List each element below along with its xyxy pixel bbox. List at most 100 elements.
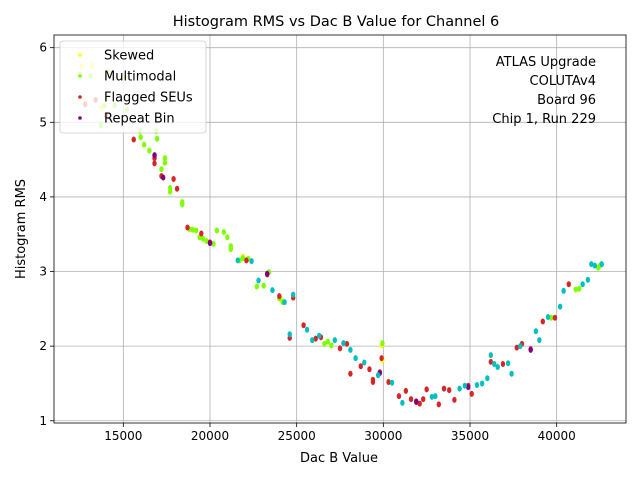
data-point (375, 372, 381, 379)
data-point (505, 360, 511, 367)
legend-label: Flagged SEUs (104, 91, 193, 106)
data-point (386, 378, 391, 385)
data-point (580, 281, 585, 288)
data-point (533, 328, 539, 335)
data-point (332, 337, 337, 344)
data-point (254, 283, 259, 290)
data-point (577, 285, 582, 292)
annotation-line: COLUTAv4 (530, 74, 596, 89)
data-point (282, 299, 287, 306)
data-point (337, 345, 343, 352)
data-point (479, 380, 485, 387)
data-point (185, 224, 190, 231)
y-tick-label: 5 (39, 115, 47, 129)
data-point (540, 318, 545, 325)
y-tick-label: 6 (39, 41, 47, 55)
data-point (557, 303, 563, 310)
data-point (152, 160, 157, 167)
data-point (235, 257, 240, 264)
data-point (313, 335, 318, 342)
x-tick-label: 40000 (538, 429, 576, 443)
y-tick-label: 1 (39, 414, 47, 428)
data-point (240, 255, 246, 262)
x-axis-label: Dac B Value (300, 451, 378, 466)
data-point (193, 227, 199, 234)
data-point (291, 291, 296, 298)
legend-marker (78, 95, 82, 99)
data-point (379, 355, 384, 362)
legend-label: Skewed (104, 49, 154, 64)
x-tick-label: 20000 (191, 429, 229, 443)
data-point (585, 276, 591, 283)
y-tick-label: 2 (39, 339, 47, 353)
legend-marker (78, 74, 82, 78)
data-point (341, 340, 346, 347)
data-point (261, 282, 266, 289)
data-point (528, 346, 533, 353)
data-point (549, 314, 554, 321)
data-point (362, 359, 367, 366)
data-point (147, 147, 152, 154)
data-point (545, 314, 551, 321)
y-tick-label: 4 (39, 190, 47, 204)
legend-label: Multimodal (104, 70, 176, 85)
data-point (287, 331, 292, 338)
data-point (447, 387, 452, 394)
data-point (228, 246, 233, 253)
data-point (325, 338, 331, 345)
data-point (596, 264, 601, 271)
data-point (367, 366, 372, 373)
data-point (270, 287, 275, 294)
data-point (358, 363, 363, 370)
data-point (304, 326, 310, 333)
data-point (244, 257, 249, 264)
data-point (552, 314, 558, 321)
data-point (429, 393, 435, 400)
data-point (485, 375, 490, 382)
data-point (162, 155, 168, 162)
data-point (469, 390, 474, 397)
data-point (141, 141, 147, 148)
data-point (277, 293, 282, 300)
data-point (138, 134, 143, 141)
data-point (200, 235, 206, 242)
data-point (174, 185, 180, 192)
data-point (190, 226, 195, 233)
data-point (396, 393, 402, 400)
data-point (214, 227, 220, 234)
annotation: ATLAS Upgrade COLUTAv4 Board 96 Chip 1, … (492, 55, 596, 127)
data-point (488, 358, 493, 365)
data-point (492, 361, 497, 368)
data-point (207, 240, 213, 247)
data-point (221, 228, 227, 235)
data-point (474, 381, 480, 388)
data-point (353, 355, 358, 362)
data-point (131, 136, 136, 143)
legend-marker (78, 53, 82, 57)
data-point (322, 340, 327, 347)
data-point (162, 159, 168, 166)
data-point (380, 340, 385, 347)
data-point (592, 262, 597, 269)
grid (54, 35, 626, 423)
data-point (457, 385, 462, 392)
x-tick-label: 15000 (104, 429, 142, 443)
y-axis-label: Histogram RMS (14, 179, 29, 279)
data-point (265, 270, 270, 277)
data-point (441, 385, 447, 392)
data-point (154, 135, 160, 142)
data-point (403, 387, 409, 394)
y-tick-label: 3 (39, 265, 47, 279)
data-point (310, 337, 315, 344)
x-tick-label: 35000 (451, 429, 489, 443)
data-point (500, 361, 506, 368)
data-point (408, 396, 414, 403)
data-point (167, 188, 173, 195)
data-point (537, 337, 542, 344)
data-point (518, 343, 523, 350)
data-point (514, 344, 519, 351)
data-point (256, 277, 261, 284)
data-point (424, 386, 429, 393)
data-point (573, 286, 578, 293)
